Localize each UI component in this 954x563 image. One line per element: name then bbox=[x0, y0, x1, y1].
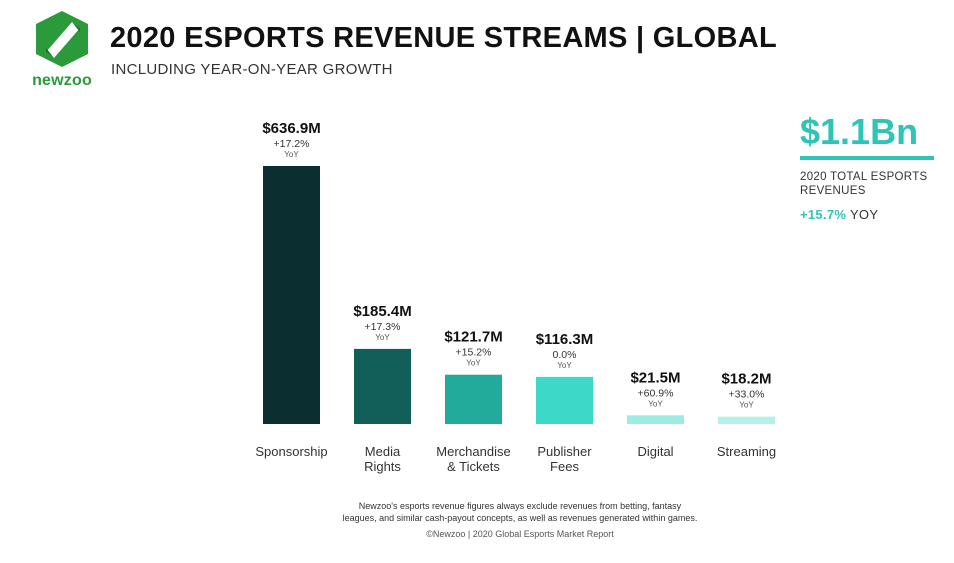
category-label: & Tickets bbox=[447, 459, 500, 474]
bar-yoy-label: YoY bbox=[466, 359, 481, 368]
source-credit: ©Newzoo | 2020 Global Esports Market Rep… bbox=[426, 529, 614, 539]
bar-yoy-label: YoY bbox=[375, 333, 390, 342]
bar-growth-label: +17.3% bbox=[365, 321, 401, 333]
bar-value-label: $121.7M bbox=[444, 329, 502, 346]
bar-growth-label: +33.0% bbox=[729, 389, 765, 401]
bar-value-label: $18.2M bbox=[721, 371, 771, 388]
kpi-underline bbox=[800, 156, 934, 160]
methodology-note: Newzoo's esports revenue figures always … bbox=[320, 500, 720, 524]
category-label: Sponsorship bbox=[255, 444, 327, 459]
logo-wordmark: newzoo bbox=[32, 72, 92, 89]
bar-growth-label: +17.2% bbox=[274, 138, 310, 150]
total-growth: +15.7% YOY bbox=[800, 207, 940, 222]
category-label: Merchandise bbox=[436, 444, 510, 459]
bar-5 bbox=[627, 415, 684, 424]
category-label: Media bbox=[365, 444, 401, 459]
newzoo-logo-icon bbox=[36, 11, 88, 67]
methodology-note-line1: Newzoo's esports revenue figures always … bbox=[358, 501, 682, 511]
bar-3 bbox=[445, 374, 502, 424]
bar-value-label: $185.4M bbox=[353, 303, 411, 320]
newzoo-logo: newzoo bbox=[24, 8, 100, 90]
category-label: Rights bbox=[364, 459, 401, 474]
methodology-note-line2: leagues, and similar cash-payout concept… bbox=[342, 513, 698, 523]
bar-yoy-label: YoY bbox=[648, 399, 663, 408]
bar-value-label: $116.3M bbox=[536, 331, 594, 348]
category-label: Fees bbox=[550, 459, 579, 474]
bar-yoy-label: YoY bbox=[284, 150, 299, 159]
bar-value-label: $21.5M bbox=[630, 369, 680, 386]
total-revenue-kpi: $1.1Bn 2020 TOTAL ESPORTS REVENUES +15.7… bbox=[800, 112, 940, 222]
total-growth-unit: YOY bbox=[849, 207, 879, 222]
bar-yoy-label: YoY bbox=[557, 361, 572, 370]
bar-growth-label: 0.0% bbox=[553, 349, 577, 361]
total-revenue-label-line2: REVENUES bbox=[800, 185, 866, 197]
total-revenue-label: 2020 TOTAL ESPORTS REVENUES bbox=[800, 170, 940, 198]
bar-4 bbox=[536, 376, 593, 424]
bar-growth-label: +60.9% bbox=[638, 387, 674, 399]
category-label: Digital bbox=[637, 444, 673, 459]
total-revenue-value: $1.1Bn bbox=[800, 111, 919, 152]
bar-growth-label: +15.2% bbox=[456, 347, 492, 359]
bar-6 bbox=[718, 416, 775, 424]
total-revenue-label-line1: 2020 TOTAL ESPORTS bbox=[800, 171, 928, 183]
bar-yoy-label: YoY bbox=[739, 401, 754, 410]
bar-1 bbox=[263, 166, 320, 424]
category-label: Streaming bbox=[717, 444, 776, 459]
bar-value-label: $636.9M bbox=[262, 120, 320, 137]
page-title: 2020 ESPORTS REVENUE STREAMS | GLOBAL bbox=[110, 22, 778, 54]
bar-2 bbox=[354, 348, 411, 424]
total-growth-value: +15.7% bbox=[800, 207, 847, 222]
page-subtitle: INCLUDING YEAR-ON-YEAR GROWTH bbox=[111, 61, 393, 78]
category-label: Publisher bbox=[537, 444, 592, 459]
